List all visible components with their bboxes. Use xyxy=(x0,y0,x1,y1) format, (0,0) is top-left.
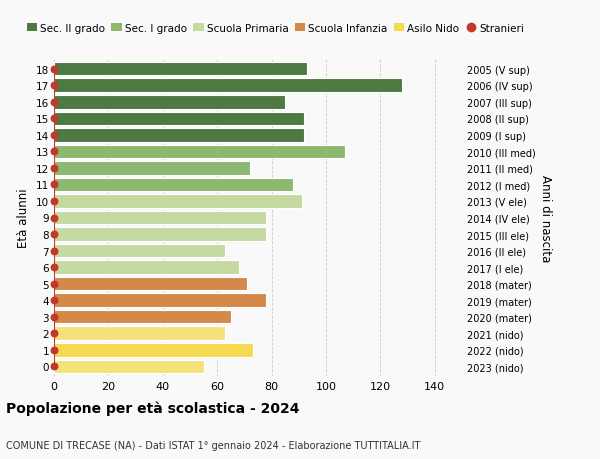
Y-axis label: Anni di nascita: Anni di nascita xyxy=(539,174,552,262)
Point xyxy=(49,132,59,139)
Bar xyxy=(54,129,304,142)
Bar xyxy=(54,178,293,192)
Bar xyxy=(54,96,285,109)
Point xyxy=(49,231,59,238)
Text: COMUNE DI TRECASE (NA) - Dati ISTAT 1° gennaio 2024 - Elaborazione TUTTITALIA.IT: COMUNE DI TRECASE (NA) - Dati ISTAT 1° g… xyxy=(6,440,421,450)
Bar xyxy=(54,211,266,225)
Bar xyxy=(54,327,226,340)
Bar xyxy=(54,360,203,373)
Legend: Sec. II grado, Sec. I grado, Scuola Primaria, Scuola Infanzia, Asilo Nido, Stran: Sec. II grado, Sec. I grado, Scuola Prim… xyxy=(26,24,524,34)
Bar xyxy=(54,228,266,241)
Point xyxy=(49,247,59,255)
Bar xyxy=(54,244,226,258)
Point xyxy=(49,214,59,222)
Point xyxy=(49,99,59,106)
Bar xyxy=(54,162,250,175)
Bar xyxy=(54,146,345,159)
Point xyxy=(49,313,59,321)
Point xyxy=(49,297,59,304)
Point xyxy=(49,66,59,73)
Point xyxy=(49,115,59,123)
Point xyxy=(49,165,59,172)
Point xyxy=(49,280,59,288)
Point xyxy=(49,346,59,353)
Point xyxy=(49,181,59,189)
Point xyxy=(49,83,59,90)
Point xyxy=(49,148,59,156)
Point xyxy=(49,264,59,271)
Bar xyxy=(54,112,304,126)
Bar xyxy=(54,261,239,274)
Point xyxy=(49,198,59,205)
Y-axis label: Età alunni: Età alunni xyxy=(17,188,31,248)
Bar xyxy=(54,343,253,357)
Bar xyxy=(54,79,402,93)
Bar xyxy=(54,195,302,208)
Bar xyxy=(54,294,266,307)
Bar xyxy=(54,277,247,291)
Bar xyxy=(54,63,307,76)
Bar xyxy=(54,310,231,324)
Point xyxy=(49,330,59,337)
Point xyxy=(49,363,59,370)
Text: Popolazione per età scolastica - 2024: Popolazione per età scolastica - 2024 xyxy=(6,401,299,415)
